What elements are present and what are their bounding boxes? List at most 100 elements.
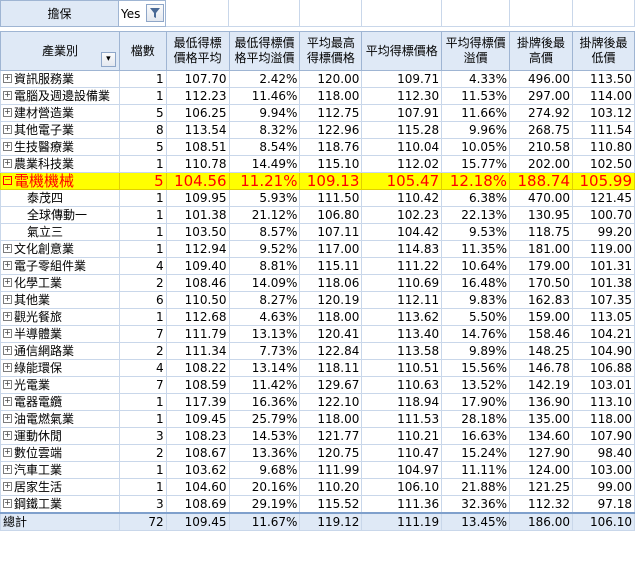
header-avg-bid[interactable]: 平均得標價格 [361, 31, 443, 71]
pivot-row: + 農業科技業 1 110.78 14.49% 115.10 112.02 15.77% 202… [0, 155, 635, 173]
industry-cell[interactable]: + 文化創意業 [0, 240, 120, 258]
expand-icon[interactable]: + [3, 379, 12, 389]
pivot-row: + 化學工業 2 108.46 14.09% 118.06 110.69 16.48% 170.… [0, 274, 635, 292]
industry-label: 綠能環保 [14, 361, 63, 375]
pivot-row: + 半導體業 7 111.79 13.13% 120.41 113.40 14.76% 158.… [0, 325, 635, 343]
avg-bid-cell: 106.10 [361, 478, 443, 496]
pivot-row: + 其他業 6 110.50 8.27% 120.19 112.11 9.83% 162.83 1… [0, 291, 635, 309]
count-cell: 1 [118, 461, 167, 479]
expand-icon[interactable]: + [3, 345, 12, 355]
expand-icon[interactable]: + [3, 141, 12, 151]
min-bid-avg-cell: 108.69 [165, 495, 230, 514]
expand-icon[interactable]: + [3, 73, 12, 83]
expand-icon[interactable]: + [3, 311, 12, 321]
industry-cell[interactable]: + 居家生活 [0, 478, 120, 496]
industry-cell[interactable]: + 電子零組件業 [0, 257, 120, 275]
industry-cell[interactable]: − 電機機械 [0, 172, 120, 190]
industry-cell[interactable]: + 鋼鐵工業 [0, 495, 120, 514]
industry-cell[interactable]: + 通信網路業 [0, 342, 120, 360]
avg-bid-cell: 110.69 [361, 274, 443, 292]
avg-bid-cell: 110.04 [361, 138, 443, 156]
min-bid-avg-cell: 110.50 [165, 291, 230, 309]
filter-icon[interactable] [146, 4, 164, 22]
expand-icon[interactable]: + [3, 260, 12, 270]
post-high-cell: 202.00 [509, 155, 573, 173]
expand-icon[interactable]: + [3, 464, 12, 474]
sort-dropdown-icon[interactable]: ▾ [100, 52, 116, 67]
header-avg-bid-premium[interactable]: 平均得標價溢價 [441, 31, 511, 71]
industry-cell[interactable]: + 建材營造業 [0, 104, 120, 122]
empty-cell [362, 0, 442, 27]
collapse-icon[interactable]: − [3, 175, 12, 185]
expand-icon[interactable]: + [3, 277, 12, 287]
industry-cell[interactable]: + 農業科技業 [0, 155, 120, 173]
min-bid-avg-cell: 112.23 [165, 87, 230, 105]
industry-cell[interactable]: + 觀光餐旅 [0, 308, 120, 326]
industry-cell[interactable]: + 光電業 [0, 376, 120, 394]
industry-cell[interactable]: + 汽車工業 [0, 461, 120, 479]
count-cell: 6 [118, 291, 167, 309]
industry-cell[interactable]: + 資訊服務業 [0, 70, 120, 88]
industry-cell[interactable]: + 綠能環保 [0, 359, 120, 377]
header-min-bid-premium[interactable]: 最低得標價格平均溢價 [228, 31, 301, 71]
avg-max-bid-cell: 120.00 [299, 70, 363, 88]
industry-label: 氣立三 [27, 225, 64, 239]
expand-icon[interactable]: + [3, 430, 12, 440]
industry-cell[interactable]: + 其他電子業 [0, 121, 120, 139]
expand-icon[interactable]: + [3, 362, 12, 372]
avg-bid-premium-cell: 11.11% [441, 461, 511, 479]
avg-max-bid-cell: 120.75 [299, 444, 363, 462]
industry-cell[interactable]: + 數位雲端 [0, 444, 120, 462]
header-count[interactable]: 檔數 [118, 31, 167, 71]
industry-cell[interactable]: + 其他業 [0, 291, 120, 309]
post-high-cell: 297.00 [509, 87, 573, 105]
avg-bid-premium-cell: 22.13% [441, 206, 511, 224]
expand-icon[interactable]: + [3, 107, 12, 117]
header-post-listing-low[interactable]: 掛牌後最低價 [572, 31, 635, 71]
header-industry[interactable]: 產業別 ▾ [0, 31, 120, 71]
expand-icon[interactable]: + [3, 243, 12, 253]
avg-max-bid-cell: 117.00 [299, 240, 363, 258]
header-post-listing-high[interactable]: 掛牌後最高價 [509, 31, 573, 71]
industry-cell[interactable]: + 電腦及週邊設備業 [0, 87, 120, 105]
industry-cell[interactable]: + 運動休閒 [0, 427, 120, 445]
industry-label: 生技醫療業 [14, 140, 75, 154]
expand-icon[interactable]: + [3, 294, 12, 304]
avg-bid-cell: 114.83 [361, 240, 443, 258]
min-bid-premium-cell: 9.52% [228, 240, 301, 258]
header-min-bid-avg[interactable]: 最低得標價格平均 [165, 31, 230, 71]
pivot-row: + 汽車工業 1 103.62 9.68% 111.99 104.97 11.11% 124.0… [0, 461, 635, 479]
industry-cell[interactable]: + 生技醫療業 [0, 138, 120, 156]
industry-label: 光電業 [14, 378, 51, 392]
industry-cell[interactable]: 全球傳動一 [0, 206, 120, 224]
post-low-cell: 107.90 [572, 427, 635, 445]
expand-icon[interactable]: + [3, 481, 12, 491]
expand-icon[interactable]: + [3, 158, 12, 168]
expand-icon[interactable]: + [3, 396, 12, 406]
expand-icon[interactable]: + [3, 90, 12, 100]
industry-cell[interactable]: + 電器電纜 [0, 393, 120, 411]
pivot-row: + 電子零組件業 4 109.40 8.81% 115.11 111.22 10.64% 179… [0, 257, 635, 275]
count-cell: 8 [118, 121, 167, 139]
header-avg-max-bid[interactable]: 平均最高得標價格 [299, 31, 363, 71]
post-high-cell: 134.60 [509, 427, 573, 445]
min-bid-premium-cell: 8.54% [228, 138, 301, 156]
avg-max-bid-cell: 120.19 [299, 291, 363, 309]
industry-cell[interactable]: + 半導體業 [0, 325, 120, 343]
min-bid-premium-cell: 11.21% [228, 172, 301, 190]
expand-icon[interactable]: + [3, 498, 12, 508]
post-low-cell: 103.01 [572, 376, 635, 394]
expand-icon[interactable]: + [3, 124, 12, 134]
total-count-cell: 72 [118, 512, 167, 531]
expand-icon[interactable]: + [3, 328, 12, 338]
post-low-cell: 103.12 [572, 104, 635, 122]
expand-icon[interactable]: + [3, 413, 12, 423]
expand-icon[interactable]: + [3, 447, 12, 457]
post-high-cell: 496.00 [509, 70, 573, 88]
industry-cell[interactable]: + 油電燃氣業 [0, 410, 120, 428]
industry-cell[interactable]: 氣立三 [0, 223, 120, 241]
min-bid-avg-cell: 112.68 [165, 308, 230, 326]
industry-cell[interactable]: + 化學工業 [0, 274, 120, 292]
industry-cell[interactable]: 泰茂四 [0, 189, 120, 207]
avg-bid-cell: 115.28 [361, 121, 443, 139]
